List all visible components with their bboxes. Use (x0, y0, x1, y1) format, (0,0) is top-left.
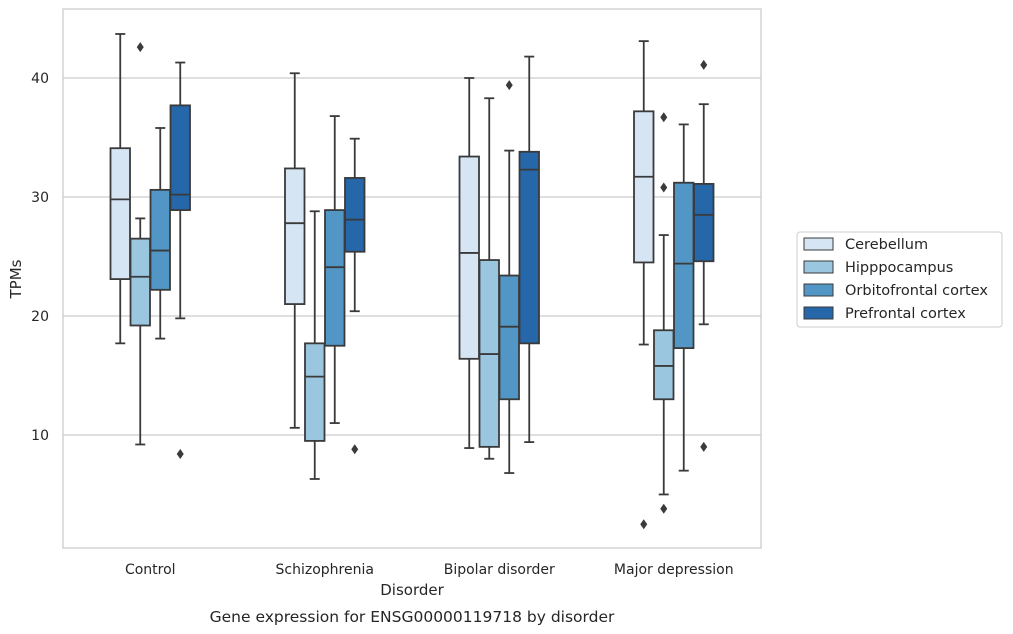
x-tick-label: Schizophrenia (276, 562, 374, 578)
outlier-point (640, 519, 648, 530)
box-prefrontal-cortex (169, 61, 191, 460)
legend-swatch (803, 237, 834, 251)
box-iqr (653, 329, 675, 401)
box-prefrontal-cortex (693, 59, 715, 452)
outlier-point (700, 59, 708, 70)
chart-caption: Gene expression for ENSG00000119718 by d… (210, 608, 615, 626)
box-orbitofrontal-cortex (673, 123, 695, 472)
box-iqr (344, 177, 366, 253)
legend-swatch (803, 283, 834, 297)
x-tick-label: Bipolar disorder (444, 562, 555, 578)
outlier-point (660, 112, 668, 123)
outlier-point (136, 42, 144, 53)
x-tick-labels: Control Schizophrenia Bipolar disorder Majo… (125, 562, 734, 578)
y-tick-label: 10 (31, 428, 49, 444)
outlier-point (660, 182, 668, 193)
box-iqr (518, 150, 540, 345)
legend-label: Cerebellum (845, 237, 928, 253)
x-tick-label: Major depression (614, 562, 734, 578)
legend-swatch (803, 306, 834, 320)
box-iqr (169, 104, 191, 211)
box-iqr (129, 237, 151, 327)
box-hipppocampus (478, 97, 500, 460)
box-cerebellum (284, 72, 306, 429)
box-prefrontal-cortex (518, 55, 540, 444)
x-axis-title: Disorder (380, 581, 444, 599)
x-tick-label: Control (125, 562, 176, 578)
y-tick-label: 20 (31, 309, 49, 325)
y-tick-labels: 10 20 30 40 (31, 71, 49, 444)
outlier-point (660, 503, 668, 514)
box-iqr (673, 181, 695, 350)
outlier-point (351, 444, 359, 455)
box-iqr (109, 147, 131, 280)
box-orbitofrontal-cortex (149, 127, 171, 340)
plot-area (62, 8, 762, 549)
legend-label: Orbitofrontal cortex (845, 283, 988, 299)
box-iqr (498, 274, 520, 401)
box-hipppocampus (304, 210, 326, 480)
y-tick-label: 30 (31, 190, 49, 206)
outlier-point (505, 80, 513, 91)
box-series (109, 33, 715, 530)
box-cerebellum (633, 40, 655, 530)
legend-frame (796, 231, 1003, 328)
legend-swatch (803, 260, 834, 274)
box-iqr (693, 183, 715, 263)
box-orbitofrontal-cortex (324, 115, 346, 424)
box-hipppocampus (129, 42, 151, 446)
outlier-point (700, 441, 708, 452)
box-iqr (304, 342, 326, 442)
box-cerebellum (458, 77, 480, 449)
box-iqr (324, 209, 346, 347)
box-hipppocampus (653, 112, 675, 514)
box-iqr (458, 155, 480, 360)
y-axis-title: TPMs (7, 259, 25, 299)
y-tick-label: 40 (31, 71, 49, 87)
box-iqr (149, 188, 171, 291)
box-iqr (633, 110, 655, 264)
outlier-point (176, 449, 184, 460)
legend-label: Prefrontal cortex (845, 306, 966, 322)
box-prefrontal-cortex (344, 137, 366, 455)
legend-label: Hipppocampus (845, 260, 953, 276)
box-iqr (284, 167, 306, 305)
legend: Cerebellum Hipppocampus Orbitofrontal cort… (796, 231, 1003, 328)
box-cerebellum (109, 33, 131, 345)
